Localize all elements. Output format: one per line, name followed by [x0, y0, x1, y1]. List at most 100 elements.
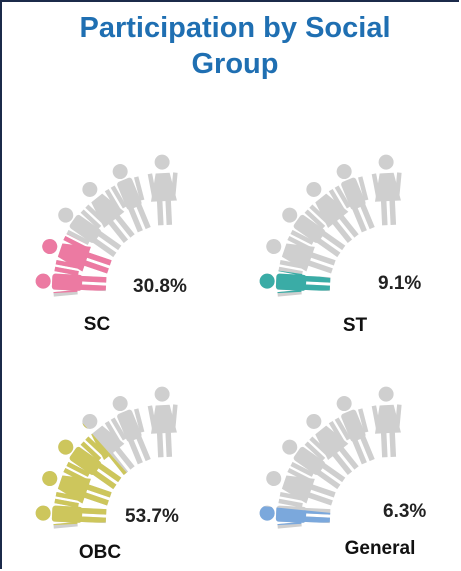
- head: [336, 164, 352, 180]
- leg: [79, 516, 106, 524]
- leg: [85, 483, 112, 498]
- body: [275, 273, 307, 291]
- body: [293, 214, 326, 243]
- head: [82, 413, 98, 429]
- leg: [107, 219, 129, 243]
- arm: [358, 408, 369, 433]
- arm: [328, 420, 345, 444]
- leg: [82, 491, 109, 506]
- person-icon: [58, 439, 122, 490]
- arm: [80, 209, 102, 230]
- leg: [320, 230, 346, 251]
- gauge: [35, 154, 178, 297]
- arm: [290, 229, 314, 245]
- arm: [66, 461, 90, 477]
- arm: [287, 236, 311, 251]
- body: [374, 404, 401, 434]
- arm: [328, 188, 345, 212]
- body: [315, 193, 349, 229]
- body: [91, 193, 125, 229]
- gauge: [259, 154, 402, 297]
- person-icon: [371, 386, 402, 458]
- body: [315, 425, 349, 461]
- body: [51, 505, 83, 523]
- arm: [170, 404, 178, 429]
- arm: [147, 173, 157, 198]
- leg: [380, 199, 388, 226]
- arm: [63, 236, 87, 251]
- head: [306, 413, 322, 429]
- arm: [279, 259, 305, 269]
- leg: [156, 199, 164, 226]
- arm: [110, 417, 127, 441]
- person-icon: [334, 164, 375, 233]
- leg: [156, 431, 164, 458]
- head: [378, 386, 394, 402]
- category-label: OBC: [79, 542, 122, 563]
- body: [57, 243, 91, 272]
- person-icon: [147, 386, 178, 458]
- person-icon: [266, 468, 336, 506]
- leg: [135, 203, 151, 230]
- head: [154, 154, 170, 170]
- leg: [338, 445, 359, 470]
- head: [112, 164, 128, 180]
- body: [69, 446, 102, 475]
- arm: [278, 498, 303, 508]
- leg: [127, 206, 143, 233]
- body: [293, 446, 326, 475]
- person-icon: [147, 154, 178, 226]
- head: [282, 207, 298, 223]
- leg: [165, 198, 173, 225]
- leg: [85, 251, 112, 266]
- value-label: 30.8%: [133, 276, 187, 297]
- leg: [309, 483, 336, 498]
- arm: [134, 408, 145, 433]
- body: [51, 273, 83, 291]
- leg: [114, 213, 135, 238]
- person-icon: [306, 413, 359, 475]
- arm: [147, 405, 157, 430]
- head: [35, 273, 51, 289]
- person-icon: [82, 181, 135, 243]
- arm: [394, 404, 402, 429]
- arm: [55, 259, 81, 269]
- leg: [306, 259, 333, 274]
- head: [112, 396, 128, 412]
- arm: [170, 172, 178, 197]
- head: [378, 154, 394, 170]
- arm: [110, 185, 127, 209]
- leg: [165, 430, 173, 457]
- leg: [82, 259, 109, 274]
- body: [341, 177, 366, 210]
- leg: [96, 230, 122, 251]
- arm: [54, 266, 79, 276]
- head: [259, 505, 275, 521]
- arm: [334, 417, 351, 441]
- arm: [55, 491, 81, 501]
- arm: [287, 468, 311, 483]
- head: [259, 273, 275, 289]
- leg: [359, 203, 375, 230]
- leg: [389, 430, 397, 457]
- person-icon: [334, 396, 375, 465]
- arm: [104, 420, 121, 444]
- leg: [303, 284, 330, 292]
- leg: [107, 451, 129, 475]
- arm: [85, 204, 106, 225]
- head: [42, 239, 58, 255]
- head: [154, 386, 170, 402]
- person-icon: [110, 396, 151, 465]
- gauge: [35, 386, 178, 529]
- body: [69, 214, 102, 243]
- arm: [304, 441, 326, 462]
- arm: [54, 498, 79, 508]
- leg: [315, 237, 341, 258]
- leg: [320, 462, 346, 483]
- arm: [394, 172, 402, 197]
- person-icon: [42, 236, 112, 274]
- head: [266, 239, 282, 255]
